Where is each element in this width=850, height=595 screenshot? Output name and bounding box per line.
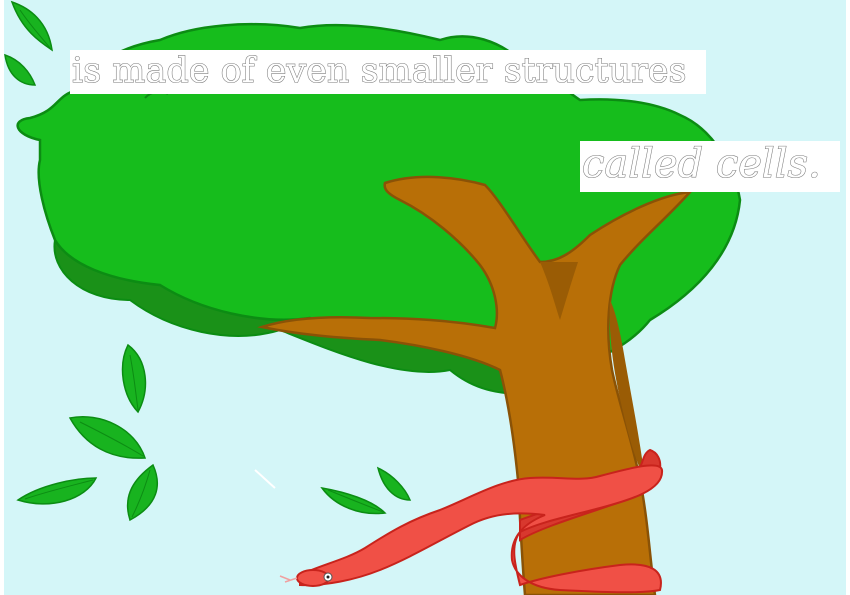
snake-tongue bbox=[279, 575, 298, 583]
leaf-veins bbox=[19, 9, 384, 518]
wind-streak bbox=[254, 469, 276, 489]
trunk-shading-right bbox=[609, 300, 645, 480]
leaf-icon bbox=[4, 53, 37, 86]
story-caption-line-2: called cells. bbox=[580, 141, 840, 192]
story-caption-line-1: is made of even smaller structures bbox=[70, 50, 706, 94]
snake-pupil bbox=[326, 575, 330, 579]
left-white-strip bbox=[0, 0, 4, 595]
trunk-shading bbox=[540, 262, 578, 320]
leaf-icon bbox=[68, 416, 147, 459]
snake-body bbox=[299, 464, 664, 594]
leaf-icon bbox=[376, 466, 412, 501]
right-white-strip bbox=[846, 0, 850, 595]
